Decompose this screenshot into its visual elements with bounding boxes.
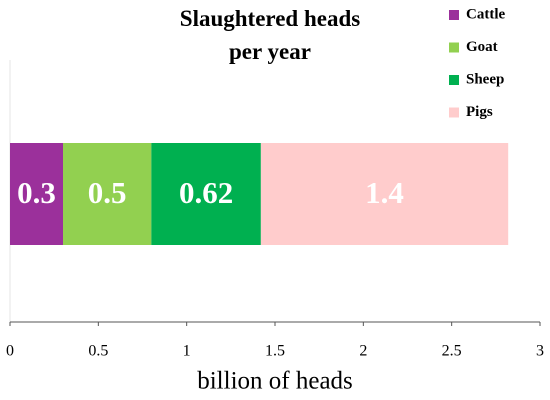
legend-label: Pigs [466,104,493,120]
bar-segment [151,143,261,245]
data-label: 0.5 [88,175,127,210]
x-tick-label: 2 [359,343,367,360]
x-tick-label: 1.5 [265,343,285,360]
data-label: 0.3 [17,175,56,210]
legend-label: Sheep [466,71,504,87]
legend-swatch [449,107,459,118]
legend-swatch [449,42,459,53]
legend-swatch [449,10,459,20]
legend-swatch [449,75,459,85]
x-tick-label: 2.5 [442,343,462,360]
data-label: 1.4 [365,175,404,210]
x-axis-label: billion of heads [197,368,353,395]
legend-label: Cattle [466,6,505,22]
data-label: 0.62 [179,175,233,210]
legend-label: Goat [466,39,498,55]
bar-segment [63,143,152,245]
bar-segment [260,143,509,245]
x-tick-label: 0.5 [88,343,108,360]
x-tick-label: 0 [6,343,14,360]
x-tick-label: 3 [536,343,544,360]
chart-title: Slaughtered heads per year [179,6,361,64]
bar-segment [10,143,63,245]
x-tick-label: 1 [183,343,191,360]
